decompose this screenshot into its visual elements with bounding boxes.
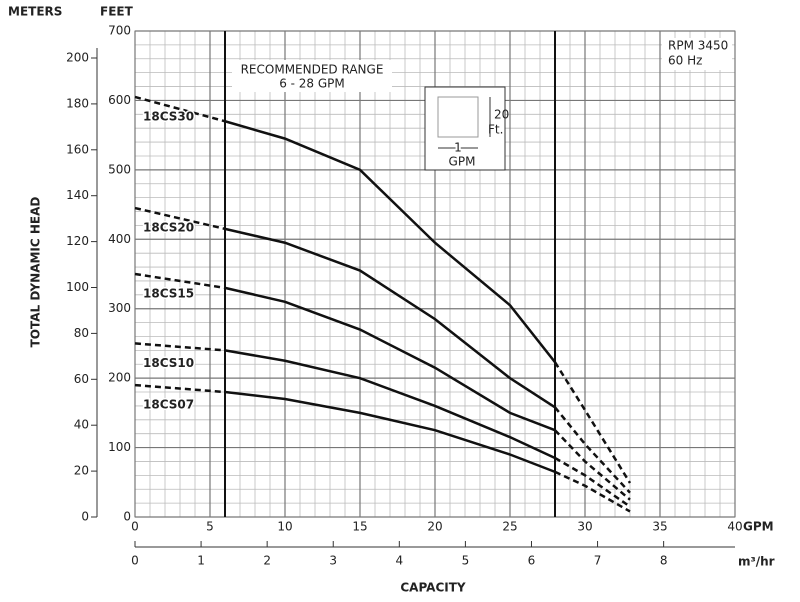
curve-extension xyxy=(134,95,226,123)
x2-tick-label: 4 xyxy=(395,554,403,568)
x-tick-label: 10 xyxy=(277,520,292,534)
curve-extension xyxy=(134,206,226,231)
scale-label: GPM xyxy=(449,155,476,169)
y-tick-label: 0 xyxy=(123,510,131,524)
x-tick-label: 0 xyxy=(131,520,139,534)
annotation: 60 Hz xyxy=(668,54,702,68)
y-axis-label: TOTAL DYNAMIC HEAD xyxy=(29,197,43,348)
y-tick-label: 400 xyxy=(108,232,131,246)
y2-tick-label: 20 xyxy=(74,464,89,478)
x2-unit-label: m³/hr xyxy=(738,555,775,569)
y2-tick-label: 40 xyxy=(74,418,89,432)
curve xyxy=(224,120,556,363)
x-tick-label: 20 xyxy=(427,520,442,534)
y-tick-label: 100 xyxy=(108,440,131,454)
x-tick-label: 25 xyxy=(502,520,517,534)
range-box xyxy=(232,60,392,92)
y2-unit-label: METERS xyxy=(8,5,62,19)
curve-extension xyxy=(554,470,631,513)
curve xyxy=(224,390,556,474)
x2-tick-label: 7 xyxy=(594,554,602,568)
y2-tick-label: 160 xyxy=(66,142,89,156)
y-tick-label: 700 xyxy=(108,24,131,38)
series-label: 18CS20 xyxy=(143,221,194,235)
series-label: 18CS30 xyxy=(143,109,194,123)
y-tick-label: 300 xyxy=(108,301,131,315)
scale-box: 20 Ft. 1 GPM xyxy=(424,86,509,171)
series-label: 18CS07 xyxy=(143,398,194,412)
curve-extension xyxy=(134,272,226,290)
y2-tick-label: 180 xyxy=(66,96,89,110)
x2-tick-label: 0 xyxy=(131,554,139,568)
curve xyxy=(224,349,556,460)
scale-label: 1 xyxy=(454,141,462,155)
scale-label: Ft. xyxy=(488,123,503,137)
x2-tick-label: 8 xyxy=(660,554,668,568)
y2-tick-label: 60 xyxy=(74,372,89,386)
curve-extension xyxy=(554,406,631,494)
annotation: 6 - 28 GPM xyxy=(279,77,345,91)
x2-tick-label: 1 xyxy=(197,554,205,568)
x-tick-label: 30 xyxy=(577,520,592,534)
curve-extension xyxy=(554,429,631,501)
x2-tick-label: 5 xyxy=(462,554,470,568)
y-tick-label: 600 xyxy=(108,93,131,107)
x-axis-label: CAPACITY xyxy=(400,581,466,595)
y-unit-label: FEET xyxy=(100,5,134,19)
annotation: RECOMMENDED RANGE xyxy=(241,63,384,77)
series-label: 18CS10 xyxy=(143,356,194,370)
y-tick-label: 500 xyxy=(108,162,131,176)
x-tick-label: 40 xyxy=(727,520,742,534)
curve-extension xyxy=(134,342,226,352)
curve xyxy=(224,227,556,409)
x-tick-label: 5 xyxy=(206,520,214,534)
y2-tick-label: 80 xyxy=(74,326,89,340)
y2-tick-label: 200 xyxy=(66,51,89,65)
x-tick-label: 15 xyxy=(352,520,367,534)
x2-tick-label: 2 xyxy=(263,554,271,568)
curve xyxy=(224,286,556,432)
y2-tick-label: 140 xyxy=(66,188,89,202)
rpm-box xyxy=(662,38,732,70)
series-label: 18CS15 xyxy=(143,287,194,301)
x2-tick-label: 3 xyxy=(329,554,337,568)
y2-tick-label: 0 xyxy=(81,510,89,524)
y-tick-label: 200 xyxy=(108,371,131,385)
curve-extension xyxy=(554,456,631,508)
annotation: RPM 3450 xyxy=(668,39,728,53)
curve-extension xyxy=(134,383,226,394)
scale-label: 20 xyxy=(494,108,509,122)
y2-tick-label: 120 xyxy=(66,234,89,248)
curve-extension xyxy=(553,361,632,484)
x-unit-label: GPM xyxy=(743,520,774,534)
x2-tick-label: 6 xyxy=(528,554,536,568)
y2-tick-label: 100 xyxy=(66,280,89,294)
x-tick-label: 35 xyxy=(652,520,667,534)
